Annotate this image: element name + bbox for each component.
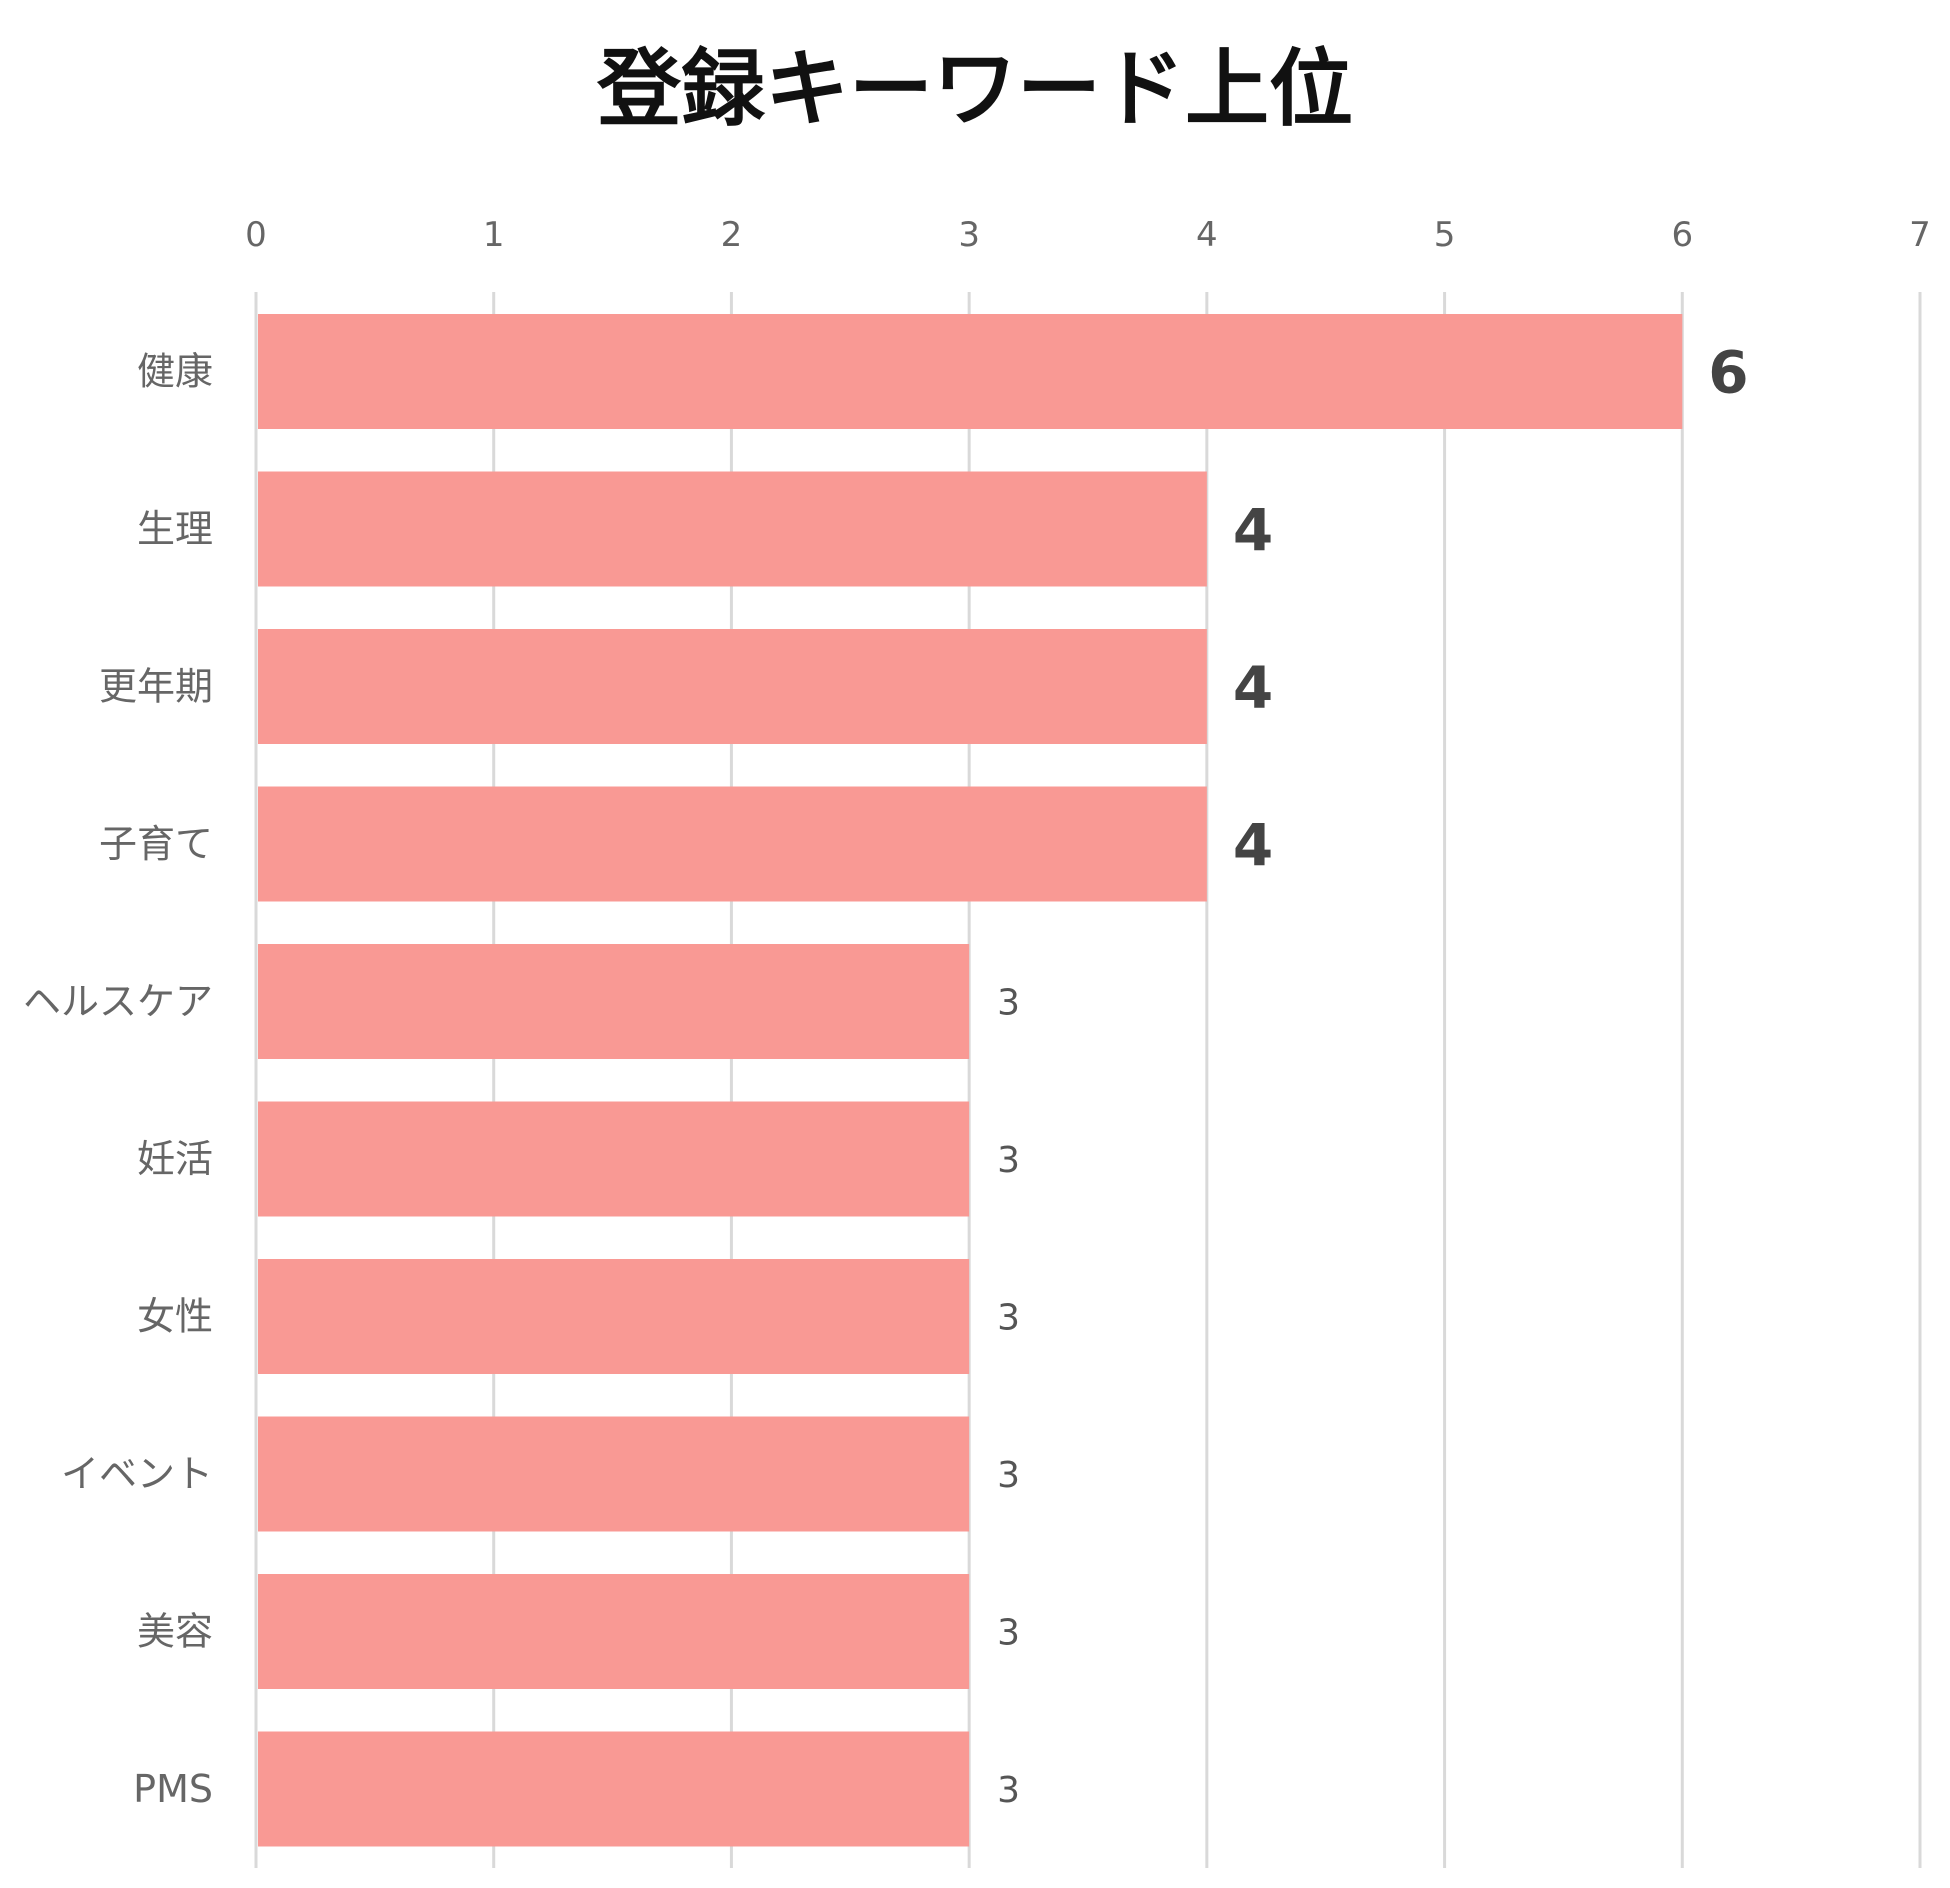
bar bbox=[258, 1731, 970, 1847]
data-label: 3 bbox=[997, 1455, 1020, 1496]
data-label: 6 bbox=[1708, 339, 1748, 407]
x-tick-label: 5 bbox=[1434, 215, 1456, 255]
x-tick-label: 7 bbox=[1909, 215, 1931, 255]
x-tick-label: 3 bbox=[958, 215, 980, 255]
bar bbox=[258, 314, 1683, 429]
category-label: 美容 bbox=[137, 1610, 213, 1654]
data-label: 3 bbox=[997, 1298, 1020, 1339]
category-label: 妊活 bbox=[137, 1137, 213, 1181]
bar bbox=[258, 786, 1207, 902]
data-label: 4 bbox=[1233, 496, 1273, 564]
data-label: 3 bbox=[997, 1140, 1020, 1181]
bar bbox=[258, 1416, 970, 1532]
bar bbox=[258, 1101, 970, 1217]
bar bbox=[258, 629, 1207, 744]
category-label: 女性 bbox=[137, 1295, 213, 1339]
category-label: PMS bbox=[133, 1767, 213, 1811]
x-tick-label: 6 bbox=[1671, 215, 1693, 255]
data-label: 3 bbox=[997, 1770, 1020, 1811]
value-labels: 6 4 4 4 3 3 3 3 3 3 bbox=[997, 339, 1749, 1812]
x-axis-ticks: 0 1 2 3 4 5 6 7 bbox=[245, 215, 1931, 255]
x-tick-label: 4 bbox=[1196, 215, 1218, 255]
category-label: 生理 bbox=[137, 507, 213, 551]
bar bbox=[258, 1259, 970, 1374]
category-label: 健康 bbox=[137, 350, 213, 394]
category-label: 子育て bbox=[99, 822, 213, 866]
x-tick-label: 0 bbox=[245, 215, 267, 255]
data-label: 3 bbox=[997, 983, 1020, 1024]
data-label: 4 bbox=[1233, 811, 1273, 879]
x-tick-label: 2 bbox=[721, 215, 743, 255]
bar bbox=[258, 471, 1207, 587]
bars bbox=[258, 314, 1683, 1847]
data-label: 4 bbox=[1233, 654, 1273, 722]
category-label: イベント bbox=[61, 1452, 213, 1496]
data-label: 3 bbox=[997, 1613, 1020, 1654]
bar bbox=[258, 944, 970, 1059]
category-label: 更年期 bbox=[99, 665, 213, 709]
bar bbox=[258, 1574, 970, 1689]
category-label: ヘルスケア bbox=[23, 980, 213, 1024]
x-tick-label: 1 bbox=[483, 215, 505, 255]
chart-title: 登録キーワード上位 bbox=[596, 40, 1353, 138]
